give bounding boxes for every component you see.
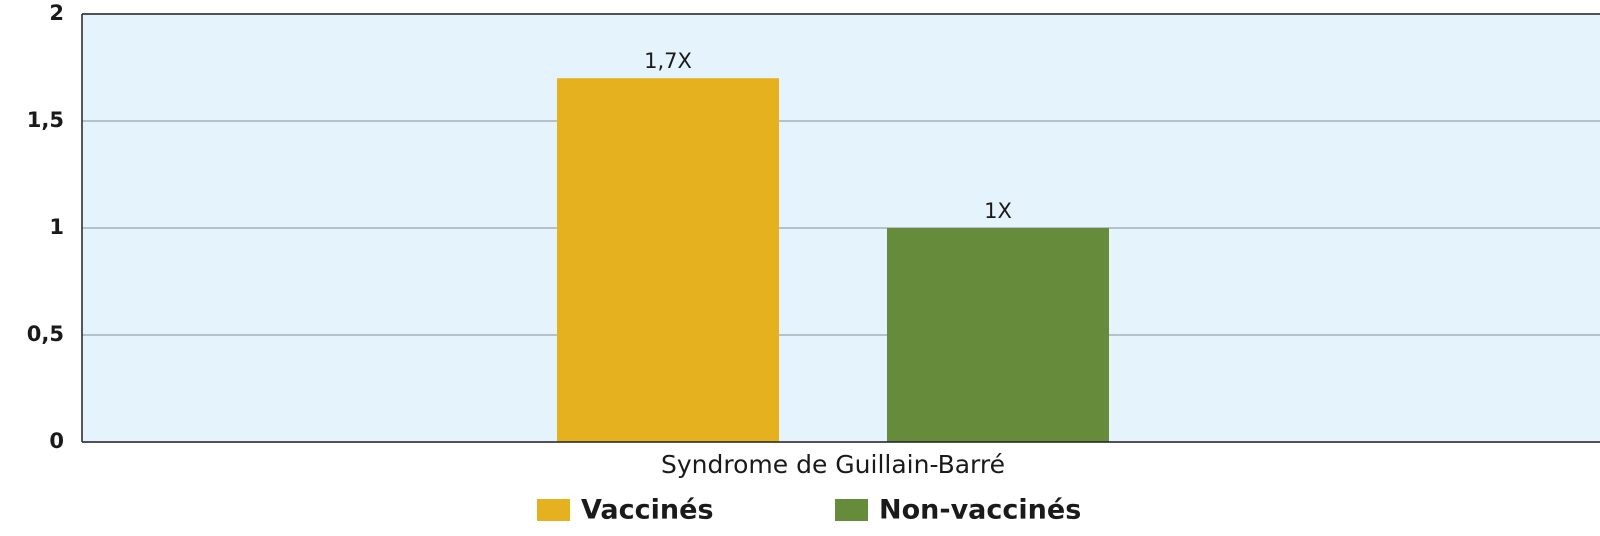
x-tick-label: Syndrome de Guillain-Barré (661, 450, 1005, 479)
legend-swatch (537, 499, 570, 521)
y-tick-label: 0,5 (27, 322, 64, 346)
data-label: 1,7X (644, 49, 692, 73)
legend-swatch (835, 499, 868, 521)
y-tick-label: 1 (49, 215, 64, 239)
legend-label: Non-vaccinés (879, 495, 1081, 526)
y-tick-label: 1,5 (27, 108, 64, 132)
bar (887, 228, 1109, 442)
bar (557, 78, 779, 442)
legend-label: Vaccinés (581, 495, 714, 526)
y-tick-label: 2 (49, 1, 64, 25)
y-tick-label: 0 (49, 429, 64, 453)
data-label: 1X (984, 199, 1012, 223)
